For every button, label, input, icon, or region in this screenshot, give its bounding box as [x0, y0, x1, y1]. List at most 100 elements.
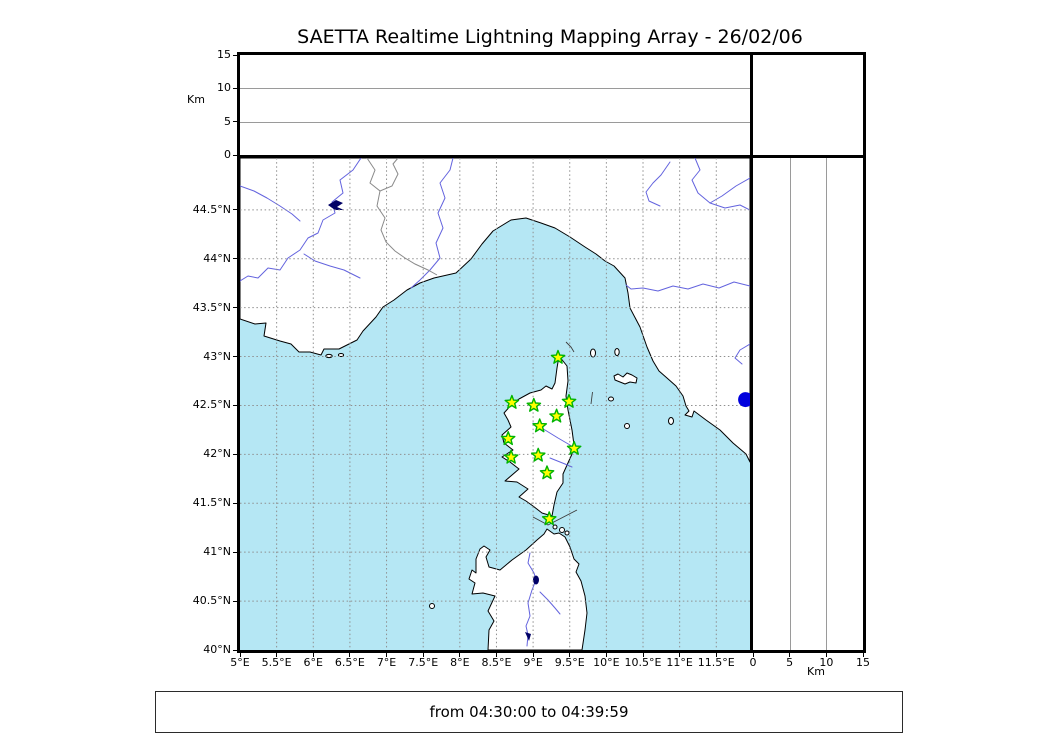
stations-layer: [500, 349, 582, 526]
time-range-box: from 04:30:00 to 04:39:59: [155, 691, 903, 733]
lon-tick-label: 11°E: [666, 656, 693, 669]
lon-tick-label: 9°E: [523, 656, 543, 669]
map-line-features: [532, 341, 593, 526]
lon-tick-label: 7.5°E: [408, 656, 439, 669]
map-panel: [237, 155, 753, 653]
lon-tick-label: 11.5°E: [697, 656, 735, 669]
lon-tick-label: 8.5°E: [481, 656, 512, 669]
lon-tick: [276, 653, 278, 657]
lon-tick: [495, 653, 497, 657]
lat-tick-label: 41°N: [203, 545, 231, 559]
lat-tick-label: 40.5°N: [192, 594, 231, 608]
lon-tick: [715, 653, 717, 657]
lma-station-marker: [504, 394, 520, 409]
elba-island: [613, 372, 638, 385]
lma-station-marker: [541, 511, 557, 526]
lma-station-marker: [550, 349, 566, 364]
lon-tick-label: 10.5°E: [624, 656, 662, 669]
altitude-tick-label-left: 15: [217, 48, 231, 61]
altitude-tick-label-left: 0: [224, 148, 231, 161]
altitude-tick-left: [233, 54, 237, 56]
altitude-tick-bottom: [752, 653, 754, 657]
lma-station-marker: [526, 397, 542, 412]
lma-station-marker: [500, 431, 516, 446]
altitude-vs-longitude-panel: [237, 52, 753, 158]
country-border-branch: [379, 158, 399, 192]
lon-tick-label: 9.5°E: [554, 656, 585, 669]
lma-station-marker: [561, 393, 577, 408]
lon-tick: [312, 653, 314, 657]
small-islands: [325, 348, 674, 609]
altitude-tick-label-left: 10: [217, 81, 231, 95]
rivers: [240, 158, 750, 647]
country-border: [366, 158, 438, 276]
lon-tick-label: 5.5°E: [261, 656, 292, 669]
lightning-event-dot: [738, 392, 750, 408]
lat-tick: [233, 307, 237, 309]
events-layer: [738, 392, 750, 408]
lat-tick: [233, 600, 237, 602]
lat-tick-label: 42°N: [203, 447, 231, 461]
lon-tick: [422, 653, 424, 657]
lat-tick: [233, 502, 237, 504]
lon-tick: [532, 653, 534, 657]
lat-tick: [233, 453, 237, 455]
lat-tick-label: 41.5°N: [192, 496, 231, 510]
lat-tick-label: 44°N: [203, 251, 231, 265]
lma-station-marker: [539, 465, 555, 480]
lakes: [328, 200, 539, 641]
lon-tick-label: 8°E: [450, 656, 470, 669]
altitude-tick-bottom: [789, 653, 791, 657]
altitude-vs-latitude-panel: [750, 155, 866, 653]
lma-station-marker: [566, 440, 582, 455]
altitude-tick-bottom: [862, 653, 864, 657]
lat-tick: [233, 258, 237, 260]
lon-tick: [349, 653, 351, 657]
lma-station-marker: [549, 408, 564, 423]
lat-tick-label: 44.5°N: [192, 202, 231, 216]
altitude-tick-label-bottom: 15: [856, 656, 870, 669]
time-range-text: from 04:30:00 to 04:39:59: [429, 703, 629, 721]
lat-tick-label: 43.5°N: [192, 300, 231, 314]
altitude-gridline-right: [789, 158, 791, 650]
altitude-axis-unit-bottom: Km: [807, 665, 825, 678]
altitude-tick-label-bottom: 5: [786, 656, 794, 669]
lon-tick-label: 6.5°E: [334, 656, 365, 669]
altitude-gridline-top: [240, 121, 750, 123]
lon-tick-label: 7°E: [376, 656, 397, 669]
lat-tick: [233, 356, 237, 358]
lat-tick: [233, 209, 237, 211]
lon-tick: [459, 653, 461, 657]
lon-tick: [605, 653, 607, 657]
altitude-tick-bottom: [825, 653, 827, 657]
lon-tick: [642, 653, 644, 657]
lma-station-marker: [503, 449, 519, 464]
lat-tick: [233, 551, 237, 553]
altitude-tick-label-bottom: 10: [819, 656, 834, 669]
lon-tick: [569, 653, 571, 657]
lat-tick-label: 40°N: [203, 643, 231, 656]
lon-tick-label: 10°E: [593, 656, 620, 669]
lon-tick: [386, 653, 388, 657]
sardinia-island: [468, 528, 588, 650]
corner-panel: [750, 52, 866, 158]
altitude-axis-unit-left: Km: [187, 93, 205, 106]
lon-tick-label: 5°E: [230, 656, 250, 669]
lon-tick-label: 6°E: [303, 656, 323, 669]
lat-tick-label: 42.5°N: [192, 398, 231, 412]
altitude-tick-left: [233, 121, 237, 123]
lat-tick: [233, 404, 237, 406]
altitude-gridline-top: [240, 88, 750, 90]
lat-tick: [233, 649, 237, 651]
figure-title: SAETTA Realtime Lightning Mapping Array …: [297, 26, 803, 48]
lma-station-marker: [532, 418, 548, 433]
graticule: [240, 158, 750, 650]
altitude-tick-left: [233, 87, 237, 89]
altitude-tick-label-left: 5: [224, 114, 231, 128]
lma-station-marker: [530, 447, 546, 462]
map-svg: [240, 158, 750, 650]
lon-tick: [239, 653, 241, 657]
altitude-tick-label-bottom: 0: [749, 656, 757, 669]
altitude-tick-left: [233, 154, 237, 156]
